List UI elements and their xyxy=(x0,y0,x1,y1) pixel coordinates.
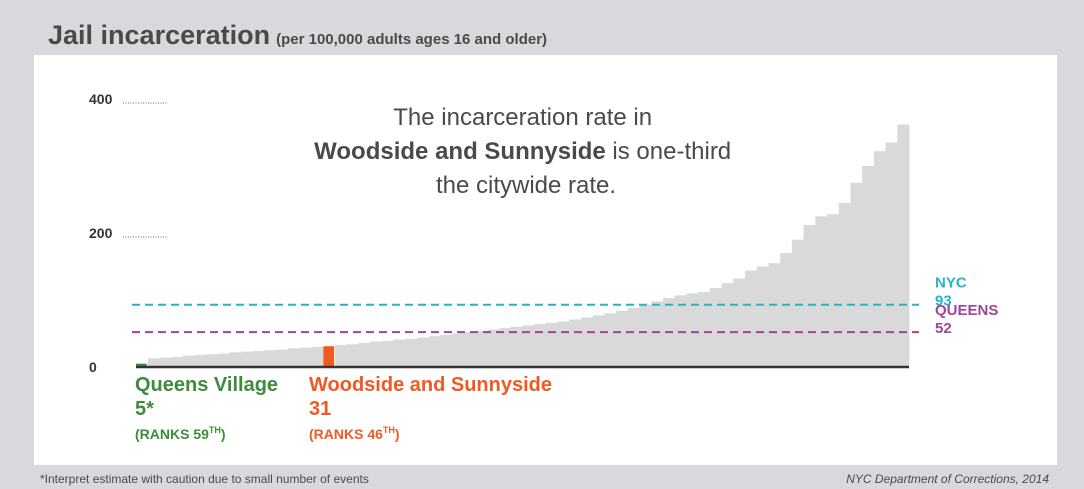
bar xyxy=(885,142,898,367)
annotation-line2-rest: is one-third xyxy=(606,138,731,165)
bar xyxy=(241,351,254,367)
bar xyxy=(288,348,301,367)
footnote-source: NYC Department of Corrections, 2014 xyxy=(846,472,1049,486)
bar xyxy=(557,321,570,367)
bar xyxy=(405,338,418,367)
reference-line-value: 93 xyxy=(935,293,952,310)
reference-lines-group xyxy=(132,303,919,334)
highlight-value: 31 xyxy=(309,398,331,420)
bar xyxy=(229,352,242,367)
bar xyxy=(803,224,816,367)
bar xyxy=(393,339,406,367)
bar xyxy=(499,328,512,367)
bar xyxy=(791,239,804,367)
chart-title: Jail incarceration (per 100,000 adults ag… xyxy=(48,20,547,51)
bar xyxy=(194,354,207,367)
bars-group xyxy=(136,124,910,368)
bar xyxy=(651,301,664,367)
highlight-bar xyxy=(323,346,335,367)
bar xyxy=(745,270,758,367)
bar xyxy=(873,151,886,367)
bar xyxy=(346,344,359,367)
bar xyxy=(299,347,313,367)
bar xyxy=(674,295,687,367)
bar xyxy=(780,253,793,367)
bar xyxy=(381,340,395,367)
annotation-line2: Woodside and Sunnyside is one-third xyxy=(314,138,731,165)
bar xyxy=(639,304,652,367)
annotation-bold: Woodside and Sunnyside xyxy=(314,138,606,165)
bar xyxy=(159,357,172,367)
bar xyxy=(827,214,840,367)
bar xyxy=(487,329,500,367)
bar xyxy=(534,324,547,367)
reference-line-value: 52 xyxy=(935,320,952,337)
bar xyxy=(311,346,324,367)
bar xyxy=(838,202,851,367)
bar xyxy=(897,124,910,368)
y-tick-label: 400 xyxy=(89,91,113,107)
y-tick-label: 0 xyxy=(89,359,97,375)
bar xyxy=(768,263,781,367)
chart-panel: 0 200 400 NYC 93 QUEENS 52 Queens Village 5* (RA… xyxy=(34,55,1057,465)
bar xyxy=(569,319,582,367)
bar xyxy=(147,358,160,367)
bar xyxy=(475,330,488,367)
title-subtitle: (per 100,000 adults ages 16 and older) xyxy=(276,31,548,48)
footnote-caution: *Interpret estimate with caution due to … xyxy=(40,472,369,486)
bar xyxy=(463,332,477,367)
bar xyxy=(276,349,289,367)
bar xyxy=(698,291,711,367)
bar xyxy=(756,266,769,367)
axis-group: 0 200 400 xyxy=(89,91,909,375)
bar xyxy=(686,293,699,367)
bar xyxy=(733,278,746,367)
bar xyxy=(862,166,875,367)
bar xyxy=(581,317,594,367)
y-tick-label: 200 xyxy=(89,225,113,241)
reference-line-label: NYC xyxy=(935,275,967,292)
bar xyxy=(440,334,453,367)
bar xyxy=(522,325,535,367)
title-main: Jail incarceration xyxy=(48,20,271,50)
bar xyxy=(604,313,617,367)
bar xyxy=(253,350,266,367)
bar xyxy=(709,287,722,367)
bar xyxy=(510,326,523,367)
bar xyxy=(428,336,441,367)
bar xyxy=(171,356,184,367)
bar xyxy=(358,342,371,367)
bar xyxy=(335,344,348,367)
bar xyxy=(206,354,219,367)
highlight-rank: (RANKS 59TH) xyxy=(135,425,226,442)
bar xyxy=(182,355,195,367)
reference-line-label: QUEENS xyxy=(935,302,998,319)
bar xyxy=(616,310,629,367)
highlight-rank: (RANKS 46TH) xyxy=(309,425,400,442)
bar xyxy=(721,283,734,367)
highlight-name: Woodside and Sunnyside xyxy=(309,374,552,396)
bar xyxy=(264,350,277,367)
annotation-line3: the citywide rate. xyxy=(436,172,616,199)
bar xyxy=(850,182,863,367)
bar xyxy=(417,337,430,367)
bar xyxy=(452,333,465,367)
bar xyxy=(592,315,605,367)
bar xyxy=(815,216,828,367)
bar xyxy=(370,341,383,367)
bar xyxy=(217,353,231,367)
bar xyxy=(627,308,641,367)
bar xyxy=(545,322,559,367)
highlight-name: Queens Village xyxy=(135,374,278,396)
annotation-text: The incarceration rate in Woodside and S… xyxy=(314,104,738,199)
highlight-value: 5* xyxy=(135,398,154,420)
annotation-line1: The incarceration rate in xyxy=(393,104,652,131)
highlight-bar xyxy=(136,363,147,367)
